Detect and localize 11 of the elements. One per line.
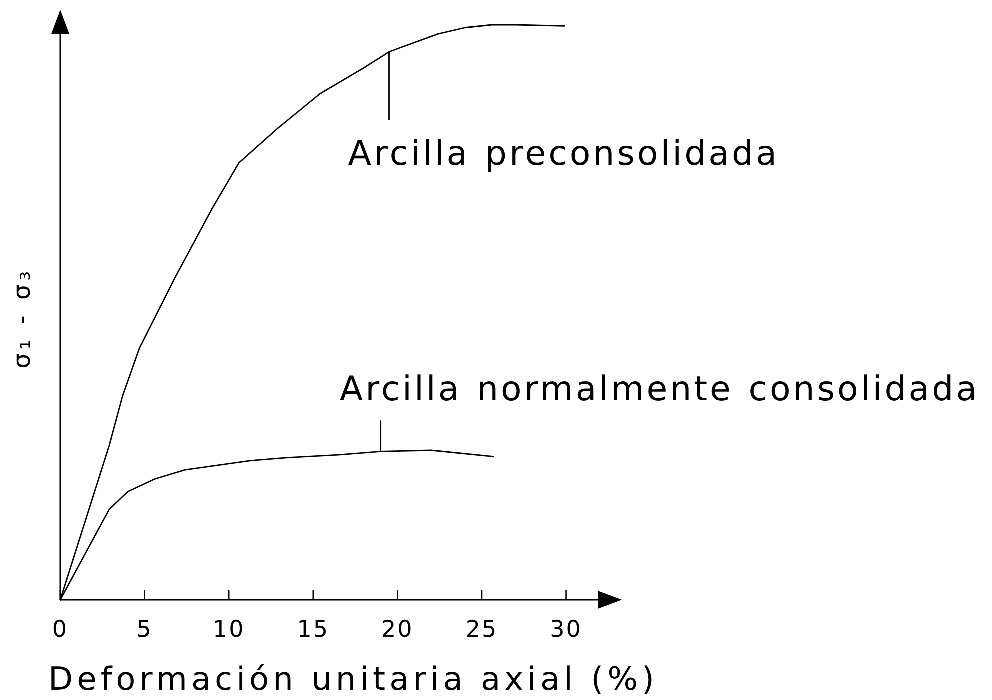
x-tick-label: 25 (466, 617, 498, 643)
x-tick-label: 5 (136, 617, 153, 643)
x-tick-label: 20 (382, 617, 414, 643)
x-tick-label: 0 (52, 617, 69, 643)
annotation: Arcilla preconsolidada (348, 134, 780, 174)
x-axis-title: Deformación unitaria axial (%) (48, 660, 658, 698)
annotation: Arcilla normalmente consolidada (340, 370, 980, 410)
y-axis-title: σ₁ - σ₃ (8, 267, 36, 369)
x-tick-label: 30 (550, 617, 582, 643)
x-tick-label: 10 (212, 617, 246, 643)
x-tick-label: 15 (297, 617, 330, 643)
